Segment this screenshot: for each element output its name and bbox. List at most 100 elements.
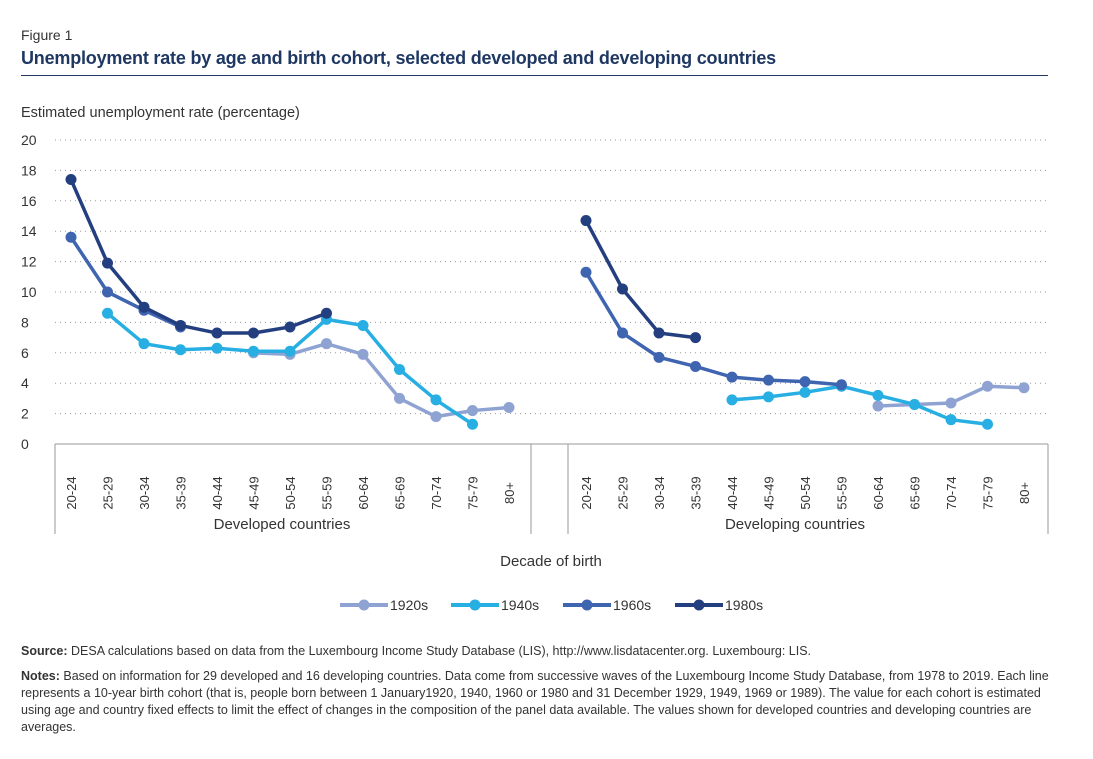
x-tick-label: 50-54 xyxy=(283,476,298,509)
data-point-1940s xyxy=(138,338,150,350)
data-point-1940s xyxy=(248,345,259,357)
gridlines xyxy=(55,139,1048,415)
data-point-1980s xyxy=(138,301,150,313)
data-point-1940s xyxy=(982,418,993,430)
data-point-1960s xyxy=(836,379,847,391)
data-point-1980s xyxy=(248,327,259,339)
x-tick-label: 75-79 xyxy=(981,476,996,509)
y-tick-label: 12 xyxy=(21,254,37,270)
legend-label: 1940s xyxy=(501,597,539,613)
data-point-1920s xyxy=(430,411,442,423)
x-tick-label: 35-39 xyxy=(174,476,189,509)
data-point-1920s xyxy=(357,348,369,360)
series-line-1980s xyxy=(69,177,329,335)
series-line-1940s xyxy=(730,384,990,426)
notes-label: Notes: xyxy=(21,669,60,683)
x-tick-label: 55-59 xyxy=(320,476,335,509)
data-point-1980s xyxy=(102,257,113,269)
data-point-1920s xyxy=(394,392,405,404)
data-point-1960s xyxy=(726,371,738,383)
x-tick-label: 55-59 xyxy=(835,476,850,509)
x-tick-label: 20-24 xyxy=(64,476,79,509)
data-point-1920s xyxy=(321,338,332,350)
x-tick-label: 25-29 xyxy=(616,476,631,509)
series-lines xyxy=(65,174,1030,430)
legend-label: 1960s xyxy=(613,597,651,613)
y-tick-label: 10 xyxy=(21,284,37,300)
data-point-1920s xyxy=(503,402,515,414)
data-point-1940s xyxy=(726,394,738,406)
x-tick-label: 65-69 xyxy=(908,476,923,509)
data-point-1980s xyxy=(580,215,592,227)
legend-label: 1920s xyxy=(390,597,428,613)
x-tick-label: 60-64 xyxy=(356,476,371,509)
x-tick-label: 40-44 xyxy=(725,476,740,509)
data-point-1960s xyxy=(799,376,811,388)
data-point-1980s xyxy=(65,174,77,186)
data-point-1920s xyxy=(467,405,478,417)
data-point-1920s xyxy=(1018,382,1030,394)
x-tick-label: 70-74 xyxy=(944,476,959,509)
x-tick-label: 60-64 xyxy=(871,476,886,509)
data-point-1980s xyxy=(321,307,332,319)
y-tick-label: 14 xyxy=(21,223,37,239)
data-point-1940s xyxy=(394,364,405,376)
y-tick-label: 16 xyxy=(21,193,37,209)
y-tick-label: 2 xyxy=(21,406,29,422)
data-point-1940s xyxy=(284,345,296,357)
x-tick-label: 30-34 xyxy=(652,476,667,509)
series-line-1960s xyxy=(69,235,183,329)
data-point-1940s xyxy=(945,414,957,426)
panel-label: Developed countries xyxy=(214,516,351,533)
source-text: DESA calculations based on data from the… xyxy=(71,644,812,658)
data-point-1940s xyxy=(763,391,774,403)
data-point-1980s xyxy=(653,327,665,339)
data-point-1960s xyxy=(763,374,774,386)
x-tick-label: 35-39 xyxy=(689,476,704,509)
x-axis-label: Decade of birth xyxy=(500,553,602,570)
data-point-1960s xyxy=(617,327,628,339)
data-point-1940s xyxy=(357,319,369,331)
notes: Notes: Based on information for 29 devel… xyxy=(21,668,1061,736)
data-point-1980s xyxy=(690,332,701,344)
data-point-1920s xyxy=(982,380,993,392)
y-axis-label: Estimated unemployment rate (percentage) xyxy=(21,105,300,121)
x-tick-label: 20-24 xyxy=(579,476,594,509)
data-point-1940s xyxy=(467,418,478,430)
legend-marker-1960s xyxy=(581,599,593,611)
source-note: Source: DESA calculations based on data … xyxy=(21,643,1061,660)
data-point-1960s xyxy=(65,231,77,243)
data-point-1940s xyxy=(175,344,186,356)
x-tick-label: 30-34 xyxy=(137,476,152,509)
legend: 1920s 1940s 1960s 1980s xyxy=(340,597,763,613)
y-tick-label: 8 xyxy=(21,314,29,330)
series-line-1960s xyxy=(584,270,844,387)
data-point-1980s xyxy=(284,321,296,333)
data-point-1940s xyxy=(102,307,113,319)
title-rule xyxy=(21,75,1048,76)
data-point-1940s xyxy=(872,389,884,401)
source-label: Source: xyxy=(21,644,68,658)
series-line-1980s xyxy=(584,218,698,340)
x-tick-label: 25-29 xyxy=(101,476,116,509)
x-tick-label: 80+ xyxy=(502,482,517,504)
y-tick-label: 4 xyxy=(21,375,29,391)
legend-marker-1940s xyxy=(469,599,481,611)
unemployment-line-chart: Estimated unemployment rate (percentage)… xyxy=(21,105,1049,613)
legend-marker-1920s xyxy=(358,599,370,611)
y-tick-label: 20 xyxy=(21,132,37,148)
x-tick-label: 65-69 xyxy=(393,476,408,509)
data-point-1980s xyxy=(175,319,186,331)
x-tick-label: 40-44 xyxy=(210,476,225,509)
panel-label: Developing countries xyxy=(725,516,865,533)
x-tick-label: 45-49 xyxy=(762,476,777,509)
x-tick-label: 70-74 xyxy=(429,476,444,509)
series-line-1920s xyxy=(251,341,511,419)
notes-text: Based on information for 29 developed an… xyxy=(21,669,1049,734)
axes: Estimated unemployment rate (percentage)… xyxy=(21,105,1049,570)
data-point-1940s xyxy=(430,394,442,406)
legend-marker-1980s xyxy=(693,599,705,611)
x-tick-label: 45-49 xyxy=(247,476,262,509)
data-point-1940s xyxy=(211,342,223,354)
data-point-1960s xyxy=(653,351,665,363)
